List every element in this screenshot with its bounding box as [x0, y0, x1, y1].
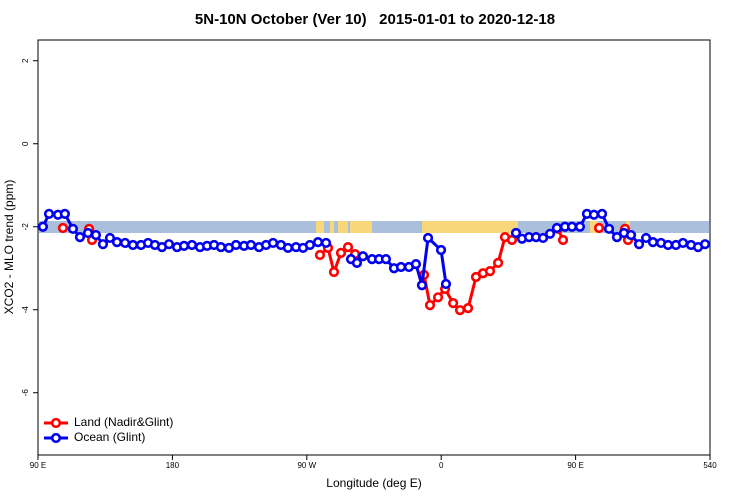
point — [380, 254, 392, 265]
point — [186, 239, 198, 251]
point — [314, 249, 326, 261]
plot-frame — [37, 39, 711, 456]
point — [357, 251, 369, 262]
y-tick-label: 0 — [21, 141, 30, 146]
point — [67, 223, 79, 234]
point — [267, 237, 279, 249]
point — [462, 302, 474, 314]
point — [410, 259, 422, 270]
land-strip — [350, 221, 372, 233]
legend-marker — [50, 417, 62, 429]
point — [245, 239, 257, 251]
point — [312, 237, 324, 248]
x-tick-label: 90 W — [297, 461, 316, 470]
point — [557, 234, 569, 246]
legend-marker — [50, 432, 62, 444]
ocean-strip — [39, 221, 709, 233]
y-tick-label: -4 — [21, 306, 30, 314]
point — [566, 221, 578, 232]
x-tick-label: 90 E — [567, 461, 583, 470]
point — [510, 227, 522, 239]
point — [422, 232, 434, 244]
point — [328, 266, 340, 278]
x-tick-label: 180 — [166, 461, 180, 470]
y-axis-label: XCO2 - MLO trend (ppm) — [2, 180, 16, 315]
point — [603, 223, 615, 234]
point — [454, 305, 466, 316]
point — [104, 232, 116, 244]
point — [215, 241, 227, 253]
point — [43, 208, 55, 219]
point — [593, 222, 605, 234]
point — [640, 232, 652, 244]
point — [111, 237, 123, 248]
legend-label: Land (Nadir&Glint) — [74, 415, 173, 429]
x-tick-label: 0 — [439, 461, 444, 470]
point — [662, 239, 674, 251]
point — [74, 232, 86, 243]
point — [484, 266, 496, 277]
x-tick-label: 540 — [703, 461, 717, 470]
point — [506, 234, 518, 246]
point — [551, 222, 563, 234]
land-strip — [338, 221, 348, 233]
point — [596, 208, 608, 219]
point — [57, 222, 69, 234]
point — [335, 247, 347, 258]
x-tick-label: 90 E — [30, 461, 46, 470]
point — [492, 257, 504, 268]
y-tick-label: 2 — [21, 58, 30, 63]
point — [432, 292, 444, 303]
y-tick-label: -2 — [21, 223, 30, 231]
point — [37, 221, 49, 232]
point — [119, 237, 131, 249]
point — [178, 240, 190, 251]
point — [395, 261, 407, 273]
y-tick-label: -6 — [21, 389, 30, 397]
land-strip — [590, 221, 598, 233]
point — [440, 278, 452, 290]
point — [230, 239, 242, 251]
point — [416, 280, 428, 291]
point — [588, 209, 600, 220]
point — [574, 221, 586, 232]
legend-label: Ocean (Glint) — [74, 430, 145, 444]
point — [424, 300, 436, 311]
point — [320, 237, 332, 249]
point — [699, 239, 711, 250]
point — [304, 239, 316, 251]
point — [97, 239, 109, 250]
point — [282, 242, 294, 254]
point — [59, 208, 70, 219]
point — [544, 228, 556, 239]
land-strip — [330, 221, 334, 233]
point — [435, 244, 447, 256]
point — [82, 227, 94, 239]
chart-title: 5N-10N October (Ver 10) 2015-01-01 to 20… — [195, 11, 555, 28]
point — [351, 257, 363, 268]
point — [537, 232, 549, 244]
point — [90, 229, 102, 241]
point — [647, 237, 659, 248]
point — [342, 241, 354, 253]
point — [127, 239, 139, 251]
point — [163, 239, 175, 250]
point — [625, 229, 637, 241]
point — [611, 232, 623, 243]
land-strip — [316, 221, 324, 233]
point — [633, 239, 645, 250]
land-strip — [422, 221, 518, 233]
x-axis-label: Longitude (deg E) — [326, 476, 421, 490]
point — [677, 237, 689, 249]
point — [448, 298, 459, 309]
